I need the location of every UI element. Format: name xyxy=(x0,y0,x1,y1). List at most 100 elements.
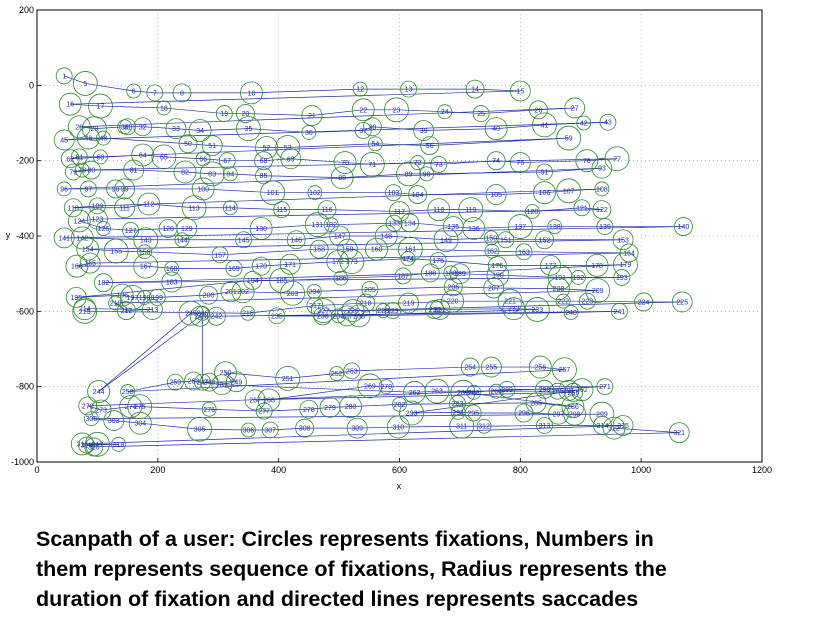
fixation-number: 282 xyxy=(394,402,406,409)
fixation: 131 xyxy=(304,212,330,238)
fixation-number: 200 xyxy=(203,293,215,300)
fixation-number: 292 xyxy=(576,387,588,394)
fixation-number: 147 xyxy=(334,234,346,241)
fixation-circle xyxy=(249,217,273,240)
saccade-line xyxy=(209,408,265,412)
saccade-line xyxy=(82,158,618,171)
fixation-number: 209 xyxy=(592,288,604,295)
fixation-circle xyxy=(79,180,97,198)
fixation-circle xyxy=(464,404,482,422)
fixation: 145 xyxy=(235,231,253,249)
fixation-number: 190 xyxy=(492,273,504,280)
fixation: 192 xyxy=(570,270,586,285)
fixation-number: 212 xyxy=(121,308,133,315)
fixation-circle xyxy=(137,244,152,260)
saccade-line xyxy=(399,403,458,405)
fixation: 304 xyxy=(128,411,152,435)
fixation-circle xyxy=(556,178,582,204)
x-tick-label: 800 xyxy=(513,465,528,475)
fixation-circle xyxy=(128,411,152,435)
fixation: 280 xyxy=(339,395,362,419)
fixation-number: 37 xyxy=(359,128,367,135)
fixation: 137 xyxy=(507,214,533,239)
fixation-number: 119 xyxy=(465,207,476,214)
saccade-line xyxy=(459,273,498,276)
fixation-circle xyxy=(576,115,592,131)
fixation-circle xyxy=(466,384,482,400)
fixation-number: 88 xyxy=(338,175,346,182)
fixation-number: 5 xyxy=(83,81,87,88)
fixation-circle xyxy=(123,159,145,181)
fixation-number: 129 xyxy=(181,226,193,233)
fixation-circle xyxy=(103,238,129,264)
fixation-number: 294 xyxy=(452,410,464,417)
fixation: 157 xyxy=(211,246,229,264)
fixation-number: 54 xyxy=(371,141,379,148)
fixation: 235 xyxy=(268,307,286,325)
fixation: 114 xyxy=(222,200,238,216)
fixation-circle xyxy=(188,119,212,142)
fixation: 209 xyxy=(585,278,611,304)
fixation-circle xyxy=(524,297,550,322)
fixation-number: 168 xyxy=(166,266,178,273)
fixation-circle xyxy=(111,436,126,452)
fixation: 283 xyxy=(449,395,466,413)
saccade-line xyxy=(97,188,602,207)
fixation-circle xyxy=(148,288,166,306)
fixation-number: 319 xyxy=(81,443,93,450)
caption-line-2: them represents sequence of fixations, R… xyxy=(36,557,667,581)
fixation: 241 xyxy=(611,302,628,320)
fixation-circle xyxy=(306,283,322,299)
fixation-circle xyxy=(127,394,153,420)
fixation: 308 xyxy=(295,418,315,438)
fixation: 103 xyxy=(385,184,402,202)
fixation-circle xyxy=(326,250,350,274)
fixation-circle xyxy=(119,118,137,136)
fixation-circle xyxy=(255,167,272,185)
saccade-line xyxy=(314,289,370,292)
saccade-line xyxy=(87,248,117,252)
fixation-number: 304 xyxy=(134,421,146,428)
fixation: 201 xyxy=(220,281,242,303)
fixation: 254 xyxy=(460,357,480,377)
fixation: 269 xyxy=(357,373,383,399)
saccade-line xyxy=(439,308,514,310)
fixation: 266 xyxy=(564,382,583,402)
fixation-circle xyxy=(84,437,104,457)
fixation-circle xyxy=(563,305,579,320)
fixation: 105 xyxy=(485,184,507,205)
fixation-circle xyxy=(532,112,557,138)
fixation: 113 xyxy=(181,195,207,221)
fixation-circle xyxy=(93,149,108,165)
fixation-circle xyxy=(307,185,323,201)
fixation-number: 142 xyxy=(76,235,88,242)
fixation-number: 306 xyxy=(243,427,255,434)
fixation-circle xyxy=(547,219,563,234)
fixation: 216 xyxy=(240,305,256,321)
fixation-circle xyxy=(64,163,82,181)
fixation: 270 xyxy=(378,379,394,395)
fixation-circle xyxy=(255,402,273,420)
y-tick-label: -1000 xyxy=(11,457,34,467)
fixation-number: 67 xyxy=(223,158,231,165)
fixation: 80 xyxy=(81,160,101,180)
saccade-line xyxy=(292,291,315,294)
saccade-line xyxy=(409,222,454,227)
fixation: 71 xyxy=(359,152,385,177)
fixation-circle xyxy=(339,395,362,419)
fixation-number: 110 xyxy=(68,205,79,212)
fixation-circle xyxy=(529,100,548,120)
y-tick-label: -800 xyxy=(16,382,34,392)
fixation-circle xyxy=(515,243,533,261)
fixation: 259 xyxy=(166,373,184,391)
saccade-line xyxy=(199,428,249,431)
fixation: 130 xyxy=(249,217,273,240)
fixation-circle xyxy=(361,281,379,298)
fixation-circle xyxy=(378,379,394,395)
fixation: 271 xyxy=(596,378,614,396)
saccade-line xyxy=(144,251,221,256)
fixation-circle xyxy=(280,148,302,170)
fixation-number: 31 xyxy=(124,124,132,131)
fixation-number: 311 xyxy=(456,424,467,431)
fixation-number: 234 xyxy=(333,313,345,320)
